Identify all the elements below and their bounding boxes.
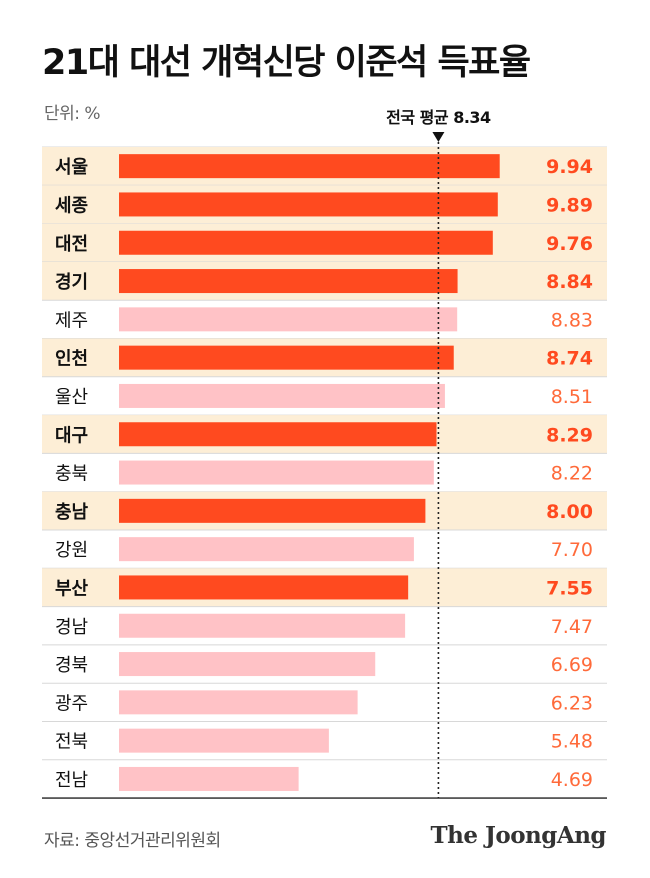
bar [119,307,458,332]
value-label: 8.74 [546,348,593,370]
bar [119,613,406,638]
average-marker [432,132,445,142]
category-label: 세종 [55,195,88,216]
value-label: 8.83 [551,309,593,331]
category-label: 제주 [55,310,88,331]
bar [119,537,414,562]
value-label: 5.48 [551,731,593,753]
value-label: 7.70 [551,539,593,561]
bar [119,230,493,255]
bar [119,575,409,600]
bar [119,766,299,791]
category-label: 울산 [55,387,88,408]
value-label: 7.47 [551,616,593,638]
category-label: 부산 [55,578,89,599]
brand-logo: The JoongAng [430,822,607,849]
value-label: 9.94 [546,156,593,178]
category-label: 인천 [55,349,88,370]
category-label: 대구 [55,425,88,446]
bar [119,383,445,408]
category-label: 전남 [55,770,88,791]
bar [119,690,358,715]
value-label: 8.22 [551,463,593,485]
value-label: 9.89 [546,194,593,216]
value-label: 9.76 [546,233,593,255]
bar [119,728,329,753]
category-label: 강원 [55,540,88,561]
bar [119,345,454,370]
value-label: 8.29 [546,424,593,446]
unit-label: 단위: % [44,104,101,124]
value-label: 8.84 [546,271,593,293]
bar [119,422,437,447]
source-note: 자료: 중앙선거관리위원회 [44,831,221,851]
value-label: 7.55 [546,577,593,599]
bar [119,269,458,294]
category-label: 광주 [55,693,88,714]
bar [119,460,434,485]
category-label: 전북 [55,732,88,753]
category-label: 서울 [55,157,88,178]
average-label: 전국 평균 8.34 [386,108,491,127]
value-label: 8.00 [546,501,593,523]
bar [119,192,498,217]
category-label: 경기 [55,272,88,293]
bar [119,498,426,523]
bar [119,154,500,179]
bar [119,652,376,677]
category-label: 대전 [55,234,88,255]
category-label: 충북 [55,464,88,485]
value-label: 8.51 [551,386,593,408]
value-label: 4.69 [551,769,593,791]
category-label: 경남 [55,617,88,638]
chart-title: 21대 대선 개혁신당 이준석 득표율 [42,43,531,83]
category-label: 충남 [55,502,89,523]
category-label: 경북 [55,655,88,676]
value-label: 6.23 [551,692,593,714]
value-label: 6.69 [551,654,593,676]
